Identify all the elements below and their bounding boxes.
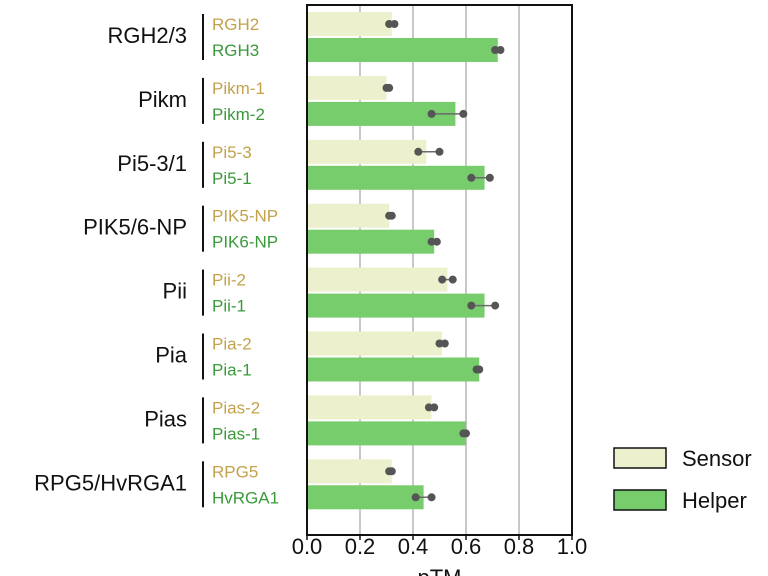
helper-label-2: Pi5-1 xyxy=(212,169,252,188)
bars xyxy=(307,12,498,510)
sensor-point-6-1 xyxy=(430,403,439,412)
helper-point-1-1 xyxy=(459,109,468,118)
helper-bar-0 xyxy=(307,38,498,62)
x-axis-title: pTM xyxy=(418,565,462,576)
legend-label-sensor: Sensor xyxy=(682,446,752,471)
sensor-point-7-1 xyxy=(387,467,396,476)
plot-frame xyxy=(306,4,573,536)
helper-label-4: Pii-1 xyxy=(212,297,246,316)
sensor-bar-0 xyxy=(307,12,392,36)
helper-point-2-1 xyxy=(485,173,494,182)
sensor-label-2: Pi5-3 xyxy=(212,143,252,162)
sensor-point-2-1 xyxy=(435,147,444,156)
helper-point-4-1 xyxy=(491,301,500,310)
group-label-3: PIK5/6-NP xyxy=(83,215,187,240)
group-label-1: Pikm xyxy=(138,87,187,112)
sensor-bar-1 xyxy=(307,75,387,100)
helper-label-3: PIK6-NP xyxy=(212,233,278,252)
helper-point-7-0 xyxy=(411,493,420,502)
helper-point-3-1 xyxy=(432,237,441,246)
helper-label-5: Pia-1 xyxy=(212,361,252,380)
legend-swatch-sensor xyxy=(613,447,667,469)
helper-point-4-0 xyxy=(467,301,476,310)
data-points xyxy=(382,20,505,502)
sensor-label-4: Pii-2 xyxy=(212,271,246,290)
group-label-4: Pii xyxy=(163,279,187,304)
sensor-label-5: Pia-2 xyxy=(212,335,252,354)
sensor-point-4-0 xyxy=(438,275,447,284)
sensor-point-5-1 xyxy=(440,339,449,348)
helper-point-1-0 xyxy=(427,109,436,118)
helper-point-2-0 xyxy=(467,173,476,182)
sensor-bar-5 xyxy=(307,331,443,356)
x-tick-label-4: 0.8 xyxy=(504,534,535,559)
sensor-bar-4 xyxy=(307,267,448,292)
sensor-bar-2 xyxy=(307,139,427,164)
helper-bar-3 xyxy=(307,229,435,254)
legend-swatch-helper xyxy=(613,489,667,511)
helper-bar-6 xyxy=(307,421,466,446)
sensor-point-1-1 xyxy=(385,83,394,92)
helper-point-5-1 xyxy=(475,365,484,374)
category-labels: RGH2/3 RGH2 RGH3 Pikm Pikm-1 Pikm-2 Pi5-3/1 Pi5… xyxy=(34,14,279,508)
helper-label-1: Pikm-2 xyxy=(212,105,265,124)
group-label-0: RGH2/3 xyxy=(108,23,187,48)
x-tick-label-2: 0.4 xyxy=(398,534,429,559)
legend-label-helper: Helper xyxy=(682,488,747,513)
sensor-label-7: RPG5 xyxy=(212,462,258,481)
sensor-label-6: Pias-2 xyxy=(212,398,260,417)
sensor-point-4-1 xyxy=(448,275,457,284)
sensor-point-0-1 xyxy=(390,20,399,28)
x-tick-label-3: 0.6 xyxy=(451,534,482,559)
legend: Sensor Helper xyxy=(613,446,752,513)
helper-bar-4 xyxy=(307,293,485,318)
x-axis: 0.0 0.2 0.4 0.6 0.8 1.0 pTM xyxy=(292,4,588,576)
x-tick-label-0: 0.0 xyxy=(292,534,323,559)
helper-label-0: RGH3 xyxy=(212,41,259,60)
group-label-5: Pia xyxy=(155,343,188,368)
sensor-bar-6 xyxy=(307,395,432,420)
helper-bar-5 xyxy=(307,357,480,382)
helper-point-6-1 xyxy=(462,429,470,438)
helper-point-0-1 xyxy=(496,46,505,54)
helper-bar-7 xyxy=(307,485,424,510)
sensor-label-3: PIK5-NP xyxy=(212,207,278,226)
sensor-point-2-0 xyxy=(414,147,423,156)
sensor-bar-3 xyxy=(307,203,390,228)
group-label-6: Pias xyxy=(144,406,187,431)
helper-bar-2 xyxy=(307,165,485,190)
helper-point-7-1 xyxy=(427,493,436,502)
group-label-2: Pi5-3/1 xyxy=(117,151,187,176)
sensor-label-0: RGH2 xyxy=(212,15,259,34)
sensor-bar-7 xyxy=(307,459,392,484)
helper-label-6: Pias-1 xyxy=(212,424,260,443)
x-tick-label-5: 1.0 xyxy=(557,534,588,559)
sensor-label-1: Pikm-1 xyxy=(212,79,265,98)
x-tick-label-1: 0.2 xyxy=(345,534,376,559)
group-label-7: RPG5/HvRGA1 xyxy=(34,470,187,495)
helper-label-7: HvRGA1 xyxy=(212,488,279,507)
sensor-point-3-1 xyxy=(387,211,396,220)
